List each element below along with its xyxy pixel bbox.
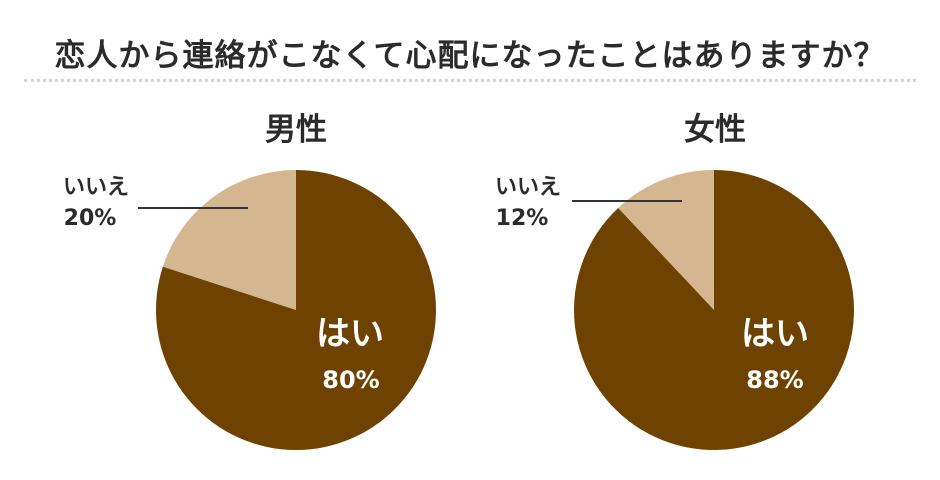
slice-female-no [618, 170, 714, 310]
pie-male: 男性 いいえ 20% はい 80% [63, 112, 436, 450]
value-female-no: 12% [496, 206, 549, 231]
pie-title-female: 女性 [684, 112, 746, 148]
value-male-yes: 80% [322, 366, 379, 394]
label-female-yes: はい [741, 314, 809, 354]
title-divider [24, 79, 916, 82]
slice-female-yes [574, 170, 854, 450]
label-female-no: いいえ [495, 175, 561, 200]
pie-title-male: 男性 [265, 112, 327, 148]
value-female-yes: 88% [746, 366, 803, 394]
label-male-no: いいえ [63, 175, 129, 200]
label-male-yes: はい [316, 314, 384, 354]
value-male-no: 20% [64, 206, 117, 231]
pie-female: 女性 いいえ 12% はい 88% [495, 112, 854, 450]
chart-title: 恋人から連絡がこなくて心配になったことはありますか？ [54, 38, 886, 74]
slice-male-no [162, 170, 296, 310]
slice-male-yes [156, 170, 436, 450]
